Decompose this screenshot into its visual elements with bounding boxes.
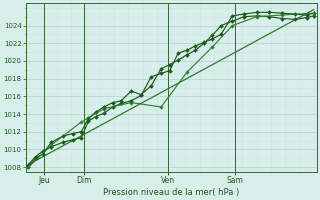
- X-axis label: Pression niveau de la mer( hPa ): Pression niveau de la mer( hPa ): [103, 188, 239, 197]
